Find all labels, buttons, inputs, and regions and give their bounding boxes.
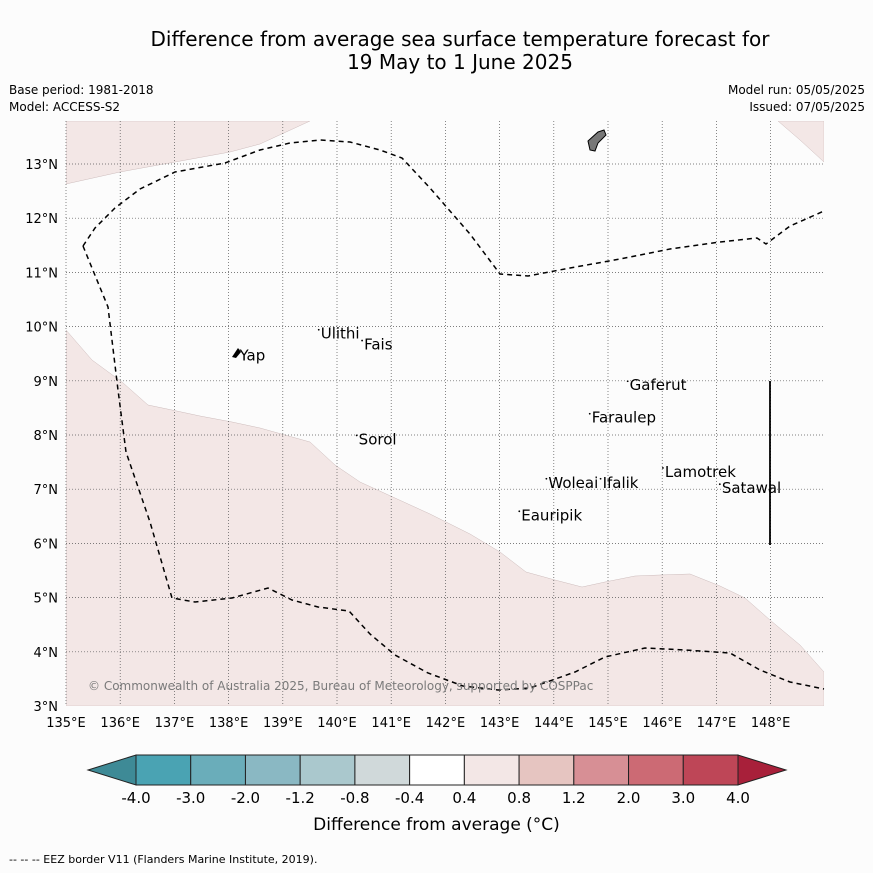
- place-marker: [355, 434, 358, 437]
- colorbar-tick-label: 3.0: [671, 789, 695, 807]
- lon-tick-label: 138°E: [209, 716, 249, 731]
- footnote: -- -- -- EEZ border V11 (Flanders Marine…: [9, 853, 318, 866]
- place-marker: [599, 477, 602, 480]
- lon-tick-label: 147°E: [697, 716, 737, 731]
- meta-right: Model run: 05/05/2025 Issued: 07/05/2025: [728, 82, 865, 116]
- place-marker: [718, 483, 721, 486]
- lon-tick-label: 140°E: [317, 716, 357, 731]
- place-marker: [588, 412, 591, 415]
- colorbar-extend-low: [86, 754, 137, 786]
- place-marker: [545, 477, 548, 480]
- lon-tick-label: 142°E: [426, 716, 466, 731]
- colorbar-segment: [354, 754, 411, 786]
- eez-border-top: [82, 139, 825, 277]
- colorbar-segment: [299, 754, 356, 786]
- guam-island: [587, 129, 607, 152]
- place-label: Faraulep: [592, 409, 656, 427]
- place-marker: [518, 510, 521, 513]
- lon-tick-label: 136°E: [100, 716, 140, 731]
- title-line-1: Difference from average sea surface temp…: [150, 27, 770, 51]
- colorbar-segment: [573, 754, 630, 786]
- lat-tick-label: 4°N: [34, 646, 59, 661]
- chart-title: Difference from average sea surface temp…: [80, 28, 840, 74]
- place-marker: [361, 339, 363, 342]
- colorbar: -4.0 -3.0 -2.0 -1.2 -0.8 -0.4 0.4 0.8 1.2 2.0 3.0 4…: [86, 754, 788, 807]
- colorbar-segment: [135, 754, 192, 786]
- colorbar-segment: [463, 754, 520, 786]
- warm-anomaly-south: [66, 329, 824, 706]
- place-label: Yap: [238, 346, 265, 364]
- issued-date: Issued: 07/05/2025: [749, 100, 865, 114]
- lat-tick-label: 13°N: [25, 158, 58, 173]
- colorbar-tick-label: 4.0: [726, 789, 750, 807]
- model-run: Model run: 05/05/2025: [727, 83, 865, 97]
- lon-tick-label: 141°E: [371, 716, 411, 731]
- colorbar-tick-label: -1.2: [286, 789, 315, 807]
- place-label: Satawal: [722, 479, 781, 497]
- colorbar-tick-label: 0.4: [452, 789, 476, 807]
- colorbar-label: Difference from average (°C): [313, 815, 560, 835]
- lat-tick-label: 3°N: [34, 700, 59, 715]
- eez-border-north: [82, 245, 825, 691]
- meta-left: Base period: 1981-2018 Model: ACCESS-S2: [9, 82, 154, 116]
- colorbar-tick-label: 2.0: [617, 789, 641, 807]
- lat-tick-label: 10°N: [25, 321, 58, 336]
- colorbar-tick-label: 0.8: [507, 789, 531, 807]
- colorbar-tick-label: -2.0: [231, 789, 260, 807]
- lat-tick-label: 8°N: [34, 429, 59, 444]
- lon-tick-label: 143°E: [480, 716, 520, 731]
- place-label: Ifalik: [603, 474, 639, 492]
- lon-tick-label: 148°E: [751, 716, 791, 731]
- lon-tick-label: 144°E: [534, 716, 574, 731]
- place-label: Fais: [364, 336, 393, 354]
- lon-tick-label: 135°E: [46, 716, 86, 731]
- lon-tick-label: 145°E: [588, 716, 628, 731]
- lat-tick-label: 7°N: [34, 483, 59, 498]
- place-label: Woleai: [548, 474, 598, 492]
- colorbar-segment: [409, 754, 465, 786]
- place-label: Gaferut: [630, 376, 687, 394]
- islands: [232, 129, 771, 545]
- place-label: Ulithi: [321, 325, 360, 343]
- place-marker: [236, 350, 239, 353]
- lat-tick-label: 6°N: [34, 537, 59, 552]
- anomaly-shading: [66, 121, 824, 706]
- colorbar-tick-label: -0.8: [340, 789, 369, 807]
- colorbar-tick-label: 1.2: [562, 789, 586, 807]
- warm-anomaly-ne: [777, 121, 824, 163]
- lon-tick-label: 146°E: [642, 716, 682, 731]
- colorbar-segment: [518, 754, 575, 786]
- colorbar-segment: [244, 754, 301, 786]
- colorbar-extend-high: [737, 754, 788, 786]
- yap-island: [232, 348, 241, 358]
- colorbar-tick-label: -3.0: [176, 789, 205, 807]
- place-marker: [317, 328, 320, 331]
- map-ticks: 135°E 136°E 137°E 138°E 139°E 140°E 141°E 142°E…: [25, 158, 790, 731]
- colorbar-tick-label: -0.4: [395, 789, 424, 807]
- place-marker: [626, 380, 629, 383]
- place-label: Sorol: [359, 430, 397, 448]
- colorbar-segment: [628, 754, 684, 786]
- lat-tick-label: 9°N: [34, 375, 59, 390]
- lat-tick-label: 11°N: [25, 266, 58, 281]
- place-marker: [662, 467, 664, 469]
- lon-tick-label: 137°E: [155, 716, 195, 731]
- graticule: [65, 121, 824, 706]
- copyright-text: © Commonwealth of Australia 2025, Bureau…: [88, 679, 593, 693]
- base-period: Base period: 1981-2018: [9, 83, 154, 97]
- warm-anomaly-north: [66, 121, 311, 185]
- eez-border: [82, 139, 825, 691]
- place-label: Lamotrek: [665, 463, 736, 481]
- lon-tick-label: 139°E: [263, 716, 303, 731]
- lat-tick-label: 5°N: [34, 592, 59, 607]
- title-line-2: 19 May to 1 June 2025: [347, 50, 573, 74]
- model-name: Model: ACCESS-S2: [9, 100, 121, 114]
- colorbar-tick-label: -4.0: [121, 789, 150, 807]
- lat-tick-label: 12°N: [25, 212, 58, 227]
- place-label: Eauripik: [521, 506, 582, 524]
- colorbar-segment: [682, 754, 739, 786]
- colorbar-segment: [190, 754, 246, 786]
